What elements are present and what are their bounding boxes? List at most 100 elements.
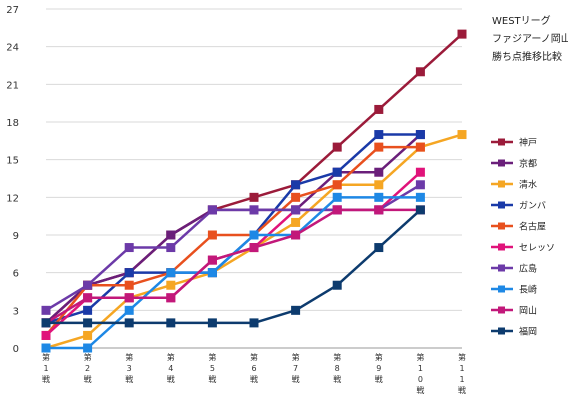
series-line bbox=[45, 133, 422, 324]
legend-item: 広島 bbox=[491, 263, 537, 275]
data-point bbox=[415, 67, 425, 77]
series-line bbox=[45, 133, 421, 325]
data-point bbox=[332, 192, 342, 202]
series-岡山 bbox=[41, 205, 425, 328]
data-point bbox=[207, 268, 217, 278]
legend-swatch-marker bbox=[498, 306, 505, 314]
data-point bbox=[83, 343, 93, 353]
legend-item: 長崎 bbox=[491, 284, 537, 296]
data-point bbox=[83, 305, 93, 315]
series-福岡 bbox=[41, 205, 425, 328]
legend-swatch-marker bbox=[498, 327, 505, 335]
legend-item: 岡山 bbox=[491, 306, 537, 317]
data-point bbox=[457, 130, 467, 140]
y-tick-label: 21 bbox=[6, 80, 19, 91]
data-point bbox=[41, 343, 51, 353]
data-point bbox=[457, 29, 467, 39]
data-point bbox=[374, 192, 384, 202]
data-point bbox=[83, 280, 93, 290]
data-point bbox=[291, 180, 301, 190]
legend-label: 長崎 bbox=[519, 284, 537, 296]
series-lines bbox=[41, 29, 467, 353]
series-広島 bbox=[41, 180, 425, 315]
data-point bbox=[124, 243, 134, 253]
data-point bbox=[415, 130, 425, 140]
legend-item: 京都 bbox=[491, 158, 537, 170]
y-axis: 0 3 6 9 12 15 18 21 24 27 bbox=[6, 5, 19, 355]
legend-swatch-marker bbox=[498, 201, 505, 209]
data-point bbox=[124, 268, 134, 278]
data-point bbox=[124, 318, 134, 328]
chart-title-line-1: WESTリーグ bbox=[492, 16, 551, 27]
y-tick-label: 6 bbox=[13, 269, 19, 280]
data-point bbox=[41, 305, 51, 315]
data-point bbox=[249, 318, 259, 328]
legend-label: 京都 bbox=[519, 158, 537, 170]
chart-title-line-3: 勝ち点推移比較 bbox=[492, 52, 562, 63]
y-tick-label: 0 bbox=[13, 344, 19, 355]
data-point bbox=[291, 305, 301, 315]
y-tick-label: 27 bbox=[6, 5, 19, 16]
y-tick-label: 15 bbox=[6, 156, 19, 167]
legend-swatch-marker bbox=[498, 180, 505, 188]
series-神戸 bbox=[41, 29, 467, 328]
series-line bbox=[46, 208, 422, 325]
data-point bbox=[166, 268, 176, 278]
legend-swatch-marker bbox=[498, 264, 505, 272]
data-point bbox=[332, 167, 342, 177]
y-tick-label: 24 bbox=[6, 43, 19, 54]
legend-item: セレッソ bbox=[491, 243, 555, 254]
y-tick-label: 3 bbox=[13, 306, 19, 317]
series-line bbox=[45, 133, 463, 350]
data-point bbox=[374, 243, 384, 253]
data-point bbox=[291, 217, 301, 227]
data-point bbox=[124, 280, 134, 290]
legend-label: 名古屋 bbox=[519, 221, 546, 233]
data-point bbox=[166, 243, 176, 253]
data-point bbox=[415, 167, 425, 177]
legend-swatch-marker bbox=[498, 285, 505, 293]
data-point bbox=[374, 205, 384, 215]
data-point bbox=[291, 192, 301, 202]
legend-label: 福岡 bbox=[519, 326, 537, 338]
data-point bbox=[207, 205, 217, 215]
legend-label: ガンバ bbox=[519, 201, 546, 212]
data-point bbox=[207, 255, 217, 265]
chart-title-line-2: ファジアーノ岡山 bbox=[492, 34, 568, 45]
data-point bbox=[415, 205, 425, 215]
legend-label: 清水 bbox=[519, 179, 537, 191]
legend-item: 神戸 bbox=[491, 137, 537, 149]
data-point bbox=[374, 130, 384, 140]
legend-label: セレッソ bbox=[519, 243, 555, 254]
data-point bbox=[83, 330, 93, 340]
legend-label: 神戸 bbox=[519, 137, 537, 149]
legend-item: ガンバ bbox=[491, 201, 546, 212]
data-point bbox=[124, 293, 134, 303]
data-point bbox=[166, 280, 176, 290]
data-point bbox=[166, 318, 176, 328]
data-point bbox=[332, 280, 342, 290]
legend-label: 岡山 bbox=[519, 306, 537, 317]
data-point bbox=[291, 205, 301, 215]
data-point bbox=[415, 192, 425, 202]
y-tick-label: 12 bbox=[6, 193, 19, 204]
legend-label: 広島 bbox=[519, 263, 537, 275]
data-point bbox=[207, 318, 217, 328]
legend-item: 清水 bbox=[491, 179, 537, 191]
data-point bbox=[415, 142, 425, 152]
series-line bbox=[45, 145, 421, 337]
data-point bbox=[249, 230, 259, 240]
data-point bbox=[291, 230, 301, 240]
